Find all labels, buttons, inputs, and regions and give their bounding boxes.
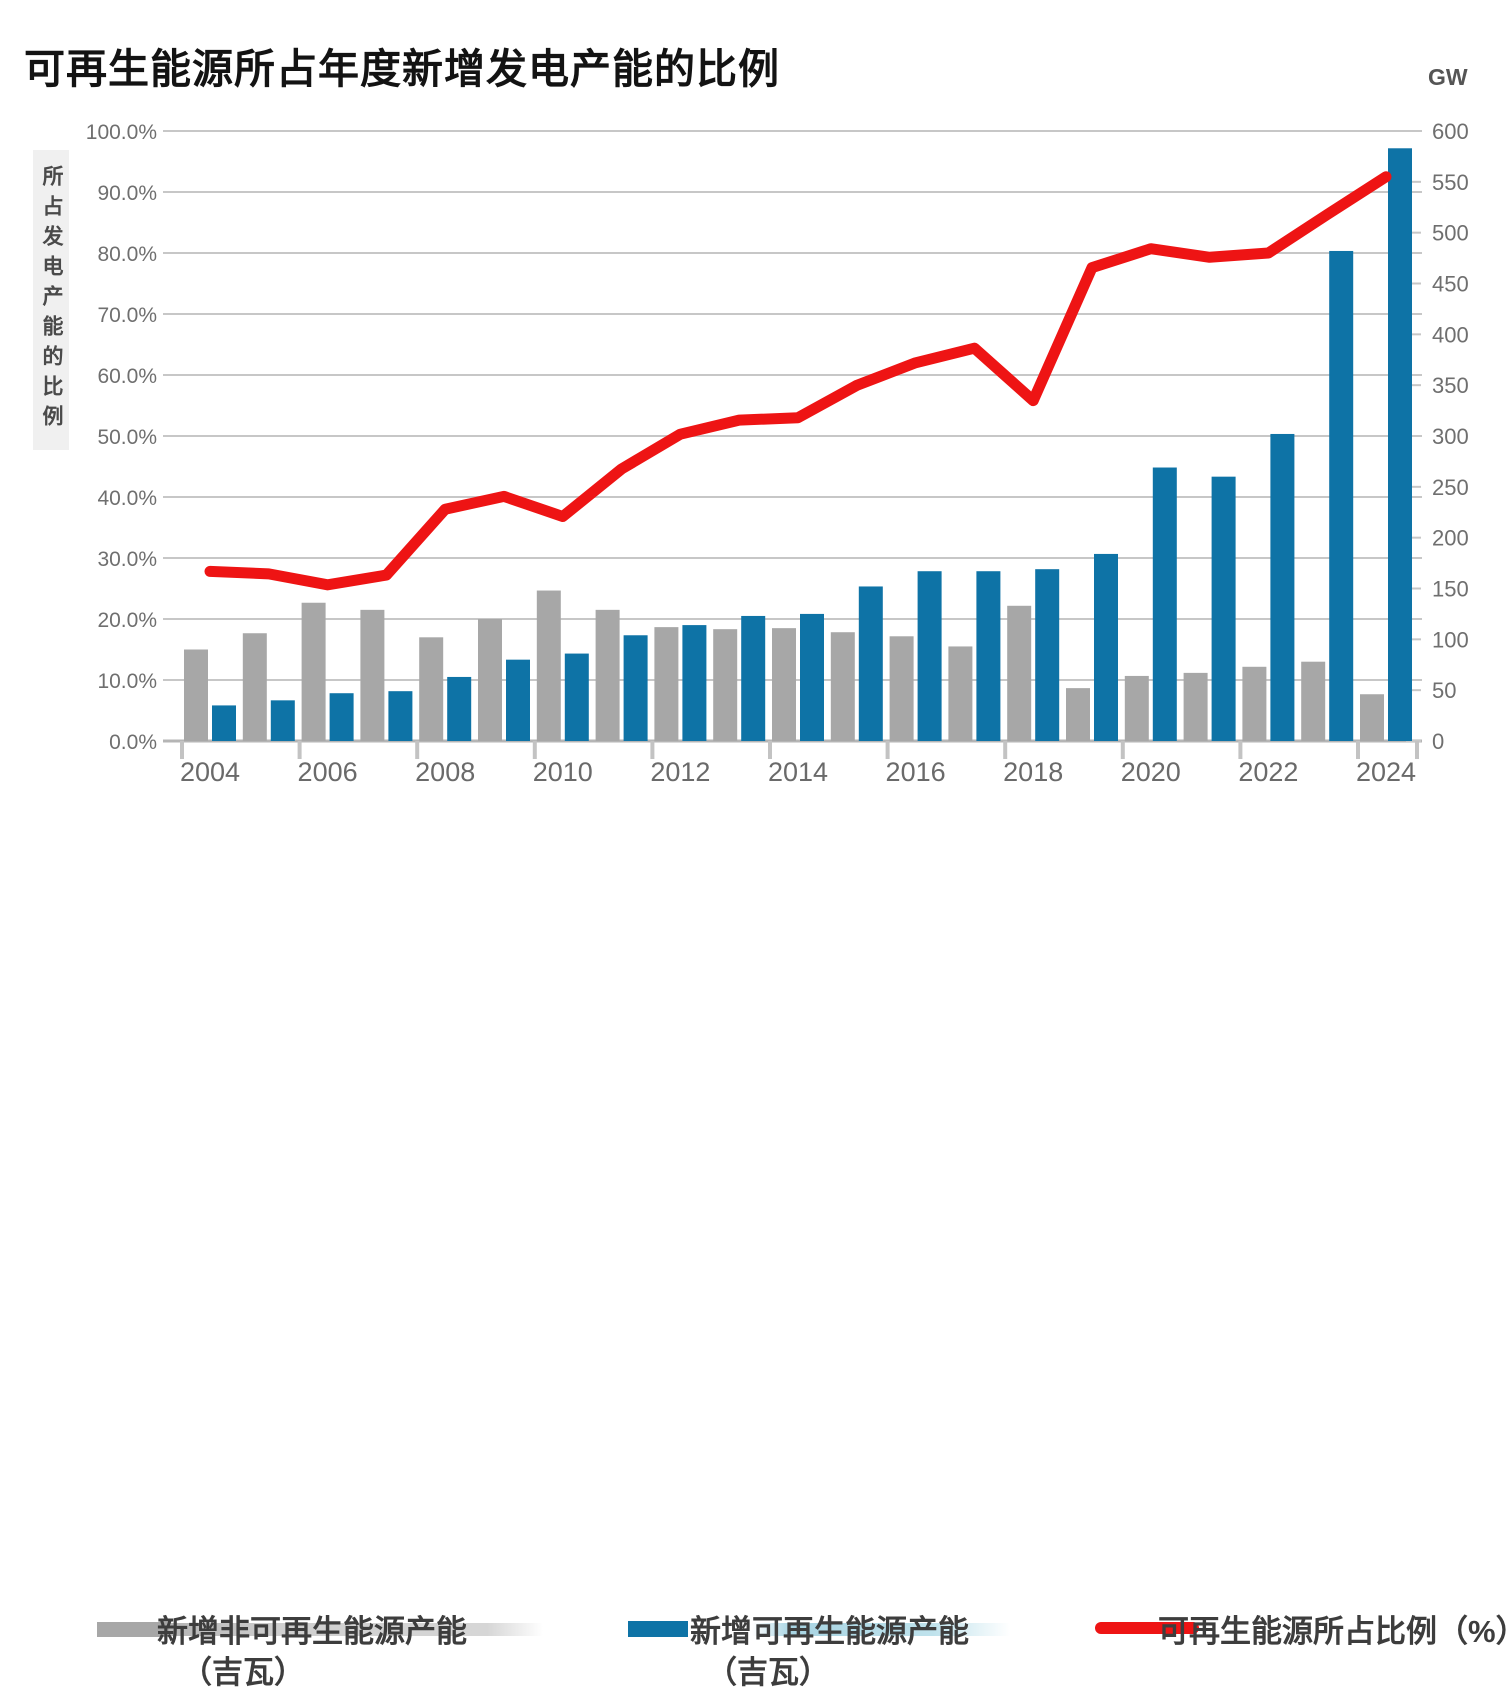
left-axis-tick-label: 60.0%	[97, 365, 157, 388]
bar-renewable-2008	[447, 676, 472, 741]
right-axis-tick-label: 550	[1432, 170, 1469, 195]
left-axis-tick-label: 0.0%	[109, 731, 157, 754]
chart-title: 可再生能源所占年度新增发电产能的比例	[24, 46, 780, 93]
renewable-share-line	[204, 171, 1392, 591]
right-axis-tick-label: 600	[1432, 119, 1469, 144]
bar-nonrenewable-2020	[1124, 675, 1149, 741]
plot-area: 0.0% 10.0% 20.0% 30.0% 40.0% 50.0% 60.0% 70.0% 8…	[86, 119, 1469, 787]
x-axis-year-label: 2020	[1121, 757, 1181, 787]
left-axis-tick-label: 90.0%	[97, 182, 157, 205]
bar-renewable-2010	[564, 653, 589, 741]
legend: 新增非可再生能源产能 （吉瓦） 新增可再生能源产能 （吉瓦） 可再生能源所占比例…	[0, 800, 1512, 1690]
bar-renewable-2009	[506, 659, 530, 741]
right-axis-tick-label: 100	[1432, 627, 1469, 652]
x-axis-year-label: 2004	[180, 757, 240, 787]
bar-nonrenewable-2004	[184, 649, 208, 741]
right-axis-tick-label: 0	[1432, 729, 1444, 754]
bar-renewable-2024	[1388, 148, 1412, 742]
bar-nonrenewable-2013	[713, 629, 738, 741]
x-axis-year-label: 2012	[650, 757, 710, 787]
bar-nonrenewable-2019	[1066, 688, 1090, 741]
bar-renewable-2012	[682, 625, 707, 741]
right-axis-tick-label: 300	[1432, 424, 1469, 449]
x-axis-year-label: 2016	[886, 757, 946, 787]
right-axis-tick-label: 400	[1432, 322, 1469, 347]
x-axis-year-label: 2018	[1003, 757, 1063, 787]
left-axis-tick-label: 20.0%	[97, 609, 157, 632]
bar-nonrenewable-2012	[654, 627, 679, 741]
bar-nonrenewable-2010	[536, 590, 561, 741]
bar-nonrenewable-2023	[1301, 661, 1326, 741]
bar-nonrenewable-2008	[419, 637, 444, 741]
bar-renewable-2021	[1211, 476, 1236, 741]
right-axis-tick-label: 350	[1432, 373, 1469, 398]
right-axis-tick-label: 500	[1432, 221, 1469, 246]
bar-nonrenewable-2007	[360, 609, 385, 741]
bar-renewable-2011	[623, 635, 648, 741]
bar-nonrenewable-2018	[1007, 605, 1032, 741]
x-axis-year-label: 2006	[298, 757, 358, 787]
bar-renewable-2006	[329, 693, 354, 741]
bar-renewable-2004	[212, 705, 236, 741]
bar-nonrenewable-2021	[1183, 672, 1208, 741]
bar-renewable-2018	[1035, 569, 1060, 741]
bar-renewable-2023	[1329, 250, 1354, 741]
x-axis-year-label: 2014	[768, 757, 828, 787]
left-axis-title: 所占发电产能的比例	[33, 150, 69, 450]
bar-nonrenewable-2009	[478, 619, 502, 741]
bar-renewable-2015	[858, 586, 883, 741]
x-axis-year-label: 2010	[533, 757, 593, 787]
bar-renewable-2017	[976, 571, 1001, 741]
bar-renewable-2005	[270, 700, 295, 741]
left-axis-tick-label: 10.0%	[97, 670, 157, 693]
left-axis-tick-label: 40.0%	[97, 487, 157, 510]
bar-renewable-2020	[1152, 467, 1177, 741]
bar-renewable-2022	[1270, 433, 1295, 741]
x-axis-year-label: 2024	[1356, 757, 1416, 787]
bar-nonrenewable-2015	[830, 632, 855, 741]
legend-swatch-renewable	[628, 1621, 688, 1637]
right-axis-tick-label: 150	[1432, 577, 1469, 602]
bar-nonrenewable-2024	[1360, 694, 1384, 741]
legend-label-nonrenewable-unit: （吉瓦）	[181, 1655, 305, 1690]
x-axis-year-label: 2008	[415, 757, 475, 787]
right-axis-unit-label: GW	[1428, 64, 1468, 90]
bar-nonrenewable-2016	[889, 636, 914, 741]
chart-canvas: 可再生能源所占年度新增发电产能的比例 所占发电产能的比例 GW 0.0% 10.0…	[0, 46, 1512, 1690]
legend-label-renewable: 新增可再生能源产能	[690, 1614, 969, 1649]
bar-nonrenewable-2011	[595, 609, 620, 741]
bar-renewable-2013	[741, 615, 766, 741]
left-axis-tick-label: 100.0%	[86, 121, 157, 144]
x-axis-year-label: 2022	[1238, 757, 1298, 787]
right-axis-tick-label: 200	[1432, 526, 1469, 551]
legend-label-renewable-unit: （吉瓦）	[706, 1655, 830, 1690]
bar-nonrenewable-2005	[242, 633, 267, 741]
left-axis-tick-label: 70.0%	[97, 304, 157, 327]
bar-renewable-2016	[917, 571, 942, 741]
right-axis-tick-label: 450	[1432, 272, 1469, 297]
left-axis-tick-label: 30.0%	[97, 548, 157, 571]
bar-nonrenewable-2022	[1242, 666, 1267, 741]
bar-nonrenewable-2017	[948, 646, 973, 741]
bar-renewable-2019	[1094, 553, 1118, 741]
right-axis-tick-label: 50	[1432, 678, 1456, 703]
bar-renewable-2014	[800, 613, 824, 741]
right-axis-tick-label: 250	[1432, 475, 1469, 500]
left-axis-tick-label: 80.0%	[97, 243, 157, 266]
bar-renewable-2007	[388, 691, 413, 741]
legend-label-share: 可再生能源所占比例（%）	[1158, 1614, 1512, 1649]
left-axis-tick-label: 50.0%	[97, 426, 157, 449]
bar-nonrenewable-2014	[772, 628, 796, 741]
bar-nonrenewable-2006	[301, 602, 326, 741]
legend-label-nonrenewable: 新增非可再生能源产能	[157, 1614, 467, 1649]
